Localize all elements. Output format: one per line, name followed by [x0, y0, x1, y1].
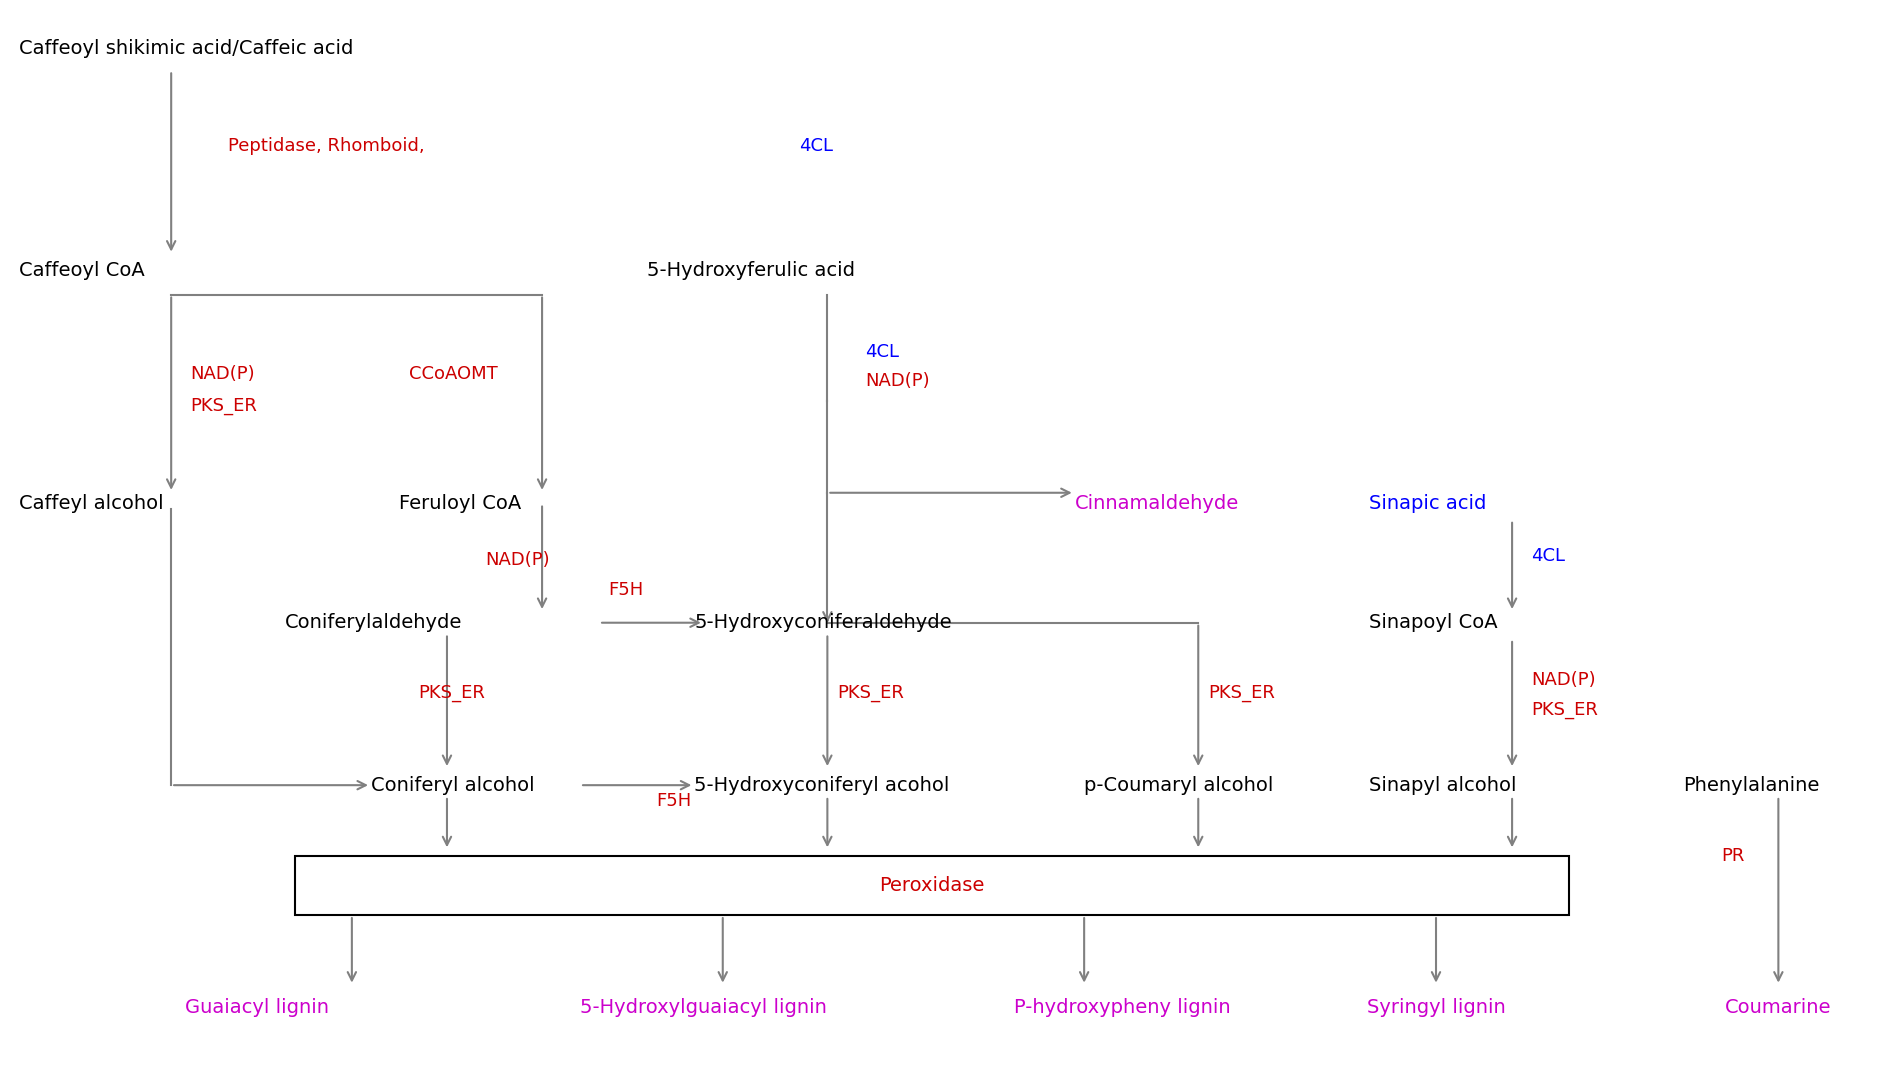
- Text: 4CL: 4CL: [799, 138, 833, 155]
- Text: PKS_ER: PKS_ER: [837, 684, 903, 702]
- Text: PKS_ER: PKS_ER: [1208, 684, 1274, 702]
- Text: PKS_ER: PKS_ER: [418, 684, 485, 702]
- Text: F5H: F5H: [656, 793, 692, 810]
- Text: Peptidase, Rhomboid,: Peptidase, Rhomboid,: [228, 138, 430, 155]
- Text: NAD(P): NAD(P): [865, 373, 930, 390]
- Text: NAD(P): NAD(P): [485, 551, 550, 569]
- Text: Sinapic acid: Sinapic acid: [1369, 494, 1487, 513]
- Text: Coniferyl alcohol: Coniferyl alcohol: [371, 775, 534, 795]
- Text: Coniferylaldehyde: Coniferylaldehyde: [285, 613, 462, 632]
- Text: 4CL: 4CL: [1531, 547, 1565, 564]
- Text: NAD(P): NAD(P): [190, 365, 255, 382]
- Text: Peroxidase: Peroxidase: [879, 876, 985, 895]
- Text: Cinnamaldehyde: Cinnamaldehyde: [1075, 494, 1238, 513]
- Text: CCoAOMT: CCoAOMT: [409, 365, 498, 382]
- Text: Caffeoyl shikimic acid/Caffeic acid: Caffeoyl shikimic acid/Caffeic acid: [19, 39, 354, 58]
- Text: Caffeoyl CoA: Caffeoyl CoA: [19, 261, 145, 280]
- Text: PR: PR: [1721, 847, 1744, 864]
- Text: Feruloyl CoA: Feruloyl CoA: [399, 494, 521, 513]
- Text: Sinapoyl CoA: Sinapoyl CoA: [1369, 613, 1499, 632]
- Text: Phenylalanine: Phenylalanine: [1683, 775, 1820, 795]
- Text: 5-Hydroxyconiferyl acohol: 5-Hydroxyconiferyl acohol: [694, 775, 949, 795]
- FancyBboxPatch shape: [295, 856, 1569, 915]
- Text: NAD(P): NAD(P): [1531, 671, 1596, 689]
- Text: Caffeyl alcohol: Caffeyl alcohol: [19, 494, 164, 513]
- Text: Coumarine: Coumarine: [1725, 997, 1832, 1017]
- Text: 4CL: 4CL: [865, 343, 900, 361]
- Text: P-hydroxypheny lignin: P-hydroxypheny lignin: [1014, 997, 1231, 1017]
- Text: p-Coumaryl alcohol: p-Coumaryl alcohol: [1084, 775, 1274, 795]
- Text: 5-Hydroxylguaiacyl lignin: 5-Hydroxylguaiacyl lignin: [580, 997, 827, 1017]
- Text: F5H: F5H: [609, 582, 645, 599]
- Text: 5-Hydroxyconiferaldehyde: 5-Hydroxyconiferaldehyde: [694, 613, 951, 632]
- Text: 5-Hydroxyferulic acid: 5-Hydroxyferulic acid: [647, 261, 854, 280]
- Text: Syringyl lignin: Syringyl lignin: [1368, 997, 1504, 1017]
- Text: Sinapyl alcohol: Sinapyl alcohol: [1369, 775, 1518, 795]
- Text: PKS_ER: PKS_ER: [1531, 702, 1598, 719]
- Text: Guaiacyl lignin: Guaiacyl lignin: [184, 997, 329, 1017]
- Text: PKS_ER: PKS_ER: [190, 397, 257, 415]
